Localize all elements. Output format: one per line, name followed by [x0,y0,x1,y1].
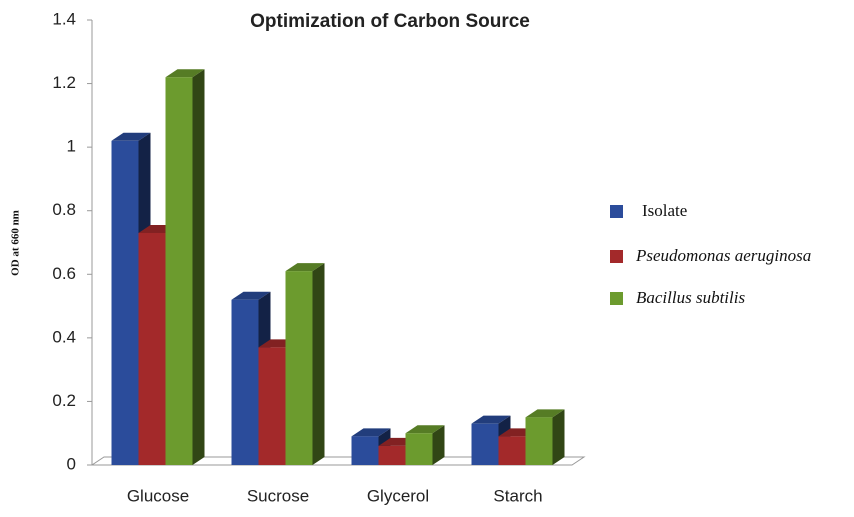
bar-top [231,291,271,300]
y-axis-label: OD at 660 nm [10,210,22,276]
x-tick-label: Starch [493,486,542,505]
x-tick-label: Sucrose [247,486,309,505]
legend-swatch [610,250,623,263]
chart-title: Optimization of Carbon Source [250,11,530,32]
bar [525,409,565,465]
bar-front [525,417,553,465]
legend-label: Pseudomonas aeruginosa [635,246,811,265]
y-tick-label: 0 [67,454,76,473]
bar-top [525,409,565,418]
bar-side [192,69,205,465]
bar-top [351,428,391,437]
y-tick-label: 0.4 [52,327,76,346]
bar-front [165,77,193,465]
bar [405,425,445,465]
bar-front [471,423,499,465]
y-tick-label: 1.2 [52,73,76,92]
bar [351,428,391,465]
bar-side [312,263,325,465]
legend-swatch [610,205,623,218]
bar-top [405,425,445,434]
x-tick-label: Glycerol [367,486,429,505]
legend-label: Bacillus subtilis [636,288,745,307]
y-tick-label: 0.6 [52,264,76,283]
y-tick-label: 1.4 [52,9,76,28]
bar-front [378,445,406,465]
bar-front [111,140,139,466]
bar [285,263,325,465]
legend-label: Isolate [642,201,687,220]
bar-front [258,347,286,465]
bar-front [351,436,379,465]
y-tick-label: 0.8 [52,200,76,219]
legend-swatch [610,292,623,305]
bar-side [432,425,445,465]
y-tick-label: 0.2 [52,391,76,410]
bar-top [111,132,151,141]
y-tick-label: 1 [67,137,76,156]
bar-top [165,69,205,78]
bar-top [285,263,325,272]
bar-front [405,433,433,465]
bar-front [498,436,526,465]
x-tick-label: Glucose [127,486,189,505]
bar [165,69,205,465]
bar-front [285,271,313,465]
bar-side [552,409,565,465]
bar-front [231,299,259,465]
bar-top [471,415,511,424]
bar-front [138,232,166,465]
